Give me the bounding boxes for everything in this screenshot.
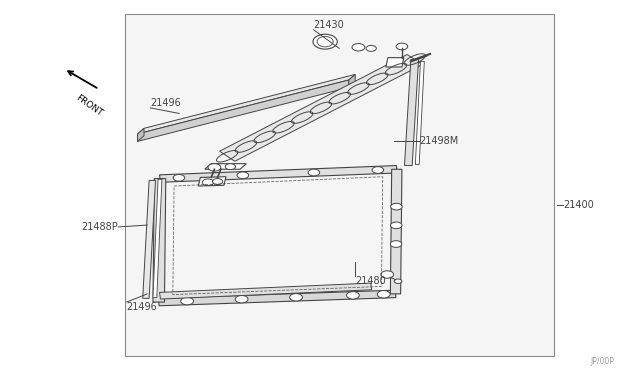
Circle shape — [308, 169, 320, 176]
Polygon shape — [390, 169, 402, 294]
Polygon shape — [138, 80, 349, 141]
Circle shape — [202, 179, 214, 186]
Text: 21498M: 21498M — [419, 137, 458, 146]
Circle shape — [378, 291, 390, 298]
Circle shape — [390, 203, 402, 210]
Polygon shape — [220, 55, 422, 161]
Text: 21496: 21496 — [127, 302, 157, 312]
Circle shape — [290, 294, 303, 301]
Text: 21496: 21496 — [150, 98, 181, 108]
Text: FRONT: FRONT — [74, 93, 104, 118]
Circle shape — [390, 241, 402, 247]
Polygon shape — [159, 283, 372, 299]
Circle shape — [225, 164, 236, 170]
Text: 21488P: 21488P — [82, 222, 118, 232]
Polygon shape — [404, 60, 419, 166]
Text: 21400: 21400 — [563, 200, 594, 209]
Circle shape — [208, 164, 221, 171]
Circle shape — [390, 222, 402, 229]
Polygon shape — [153, 179, 162, 298]
Circle shape — [209, 164, 220, 170]
Circle shape — [381, 271, 394, 278]
Polygon shape — [158, 290, 396, 306]
Bar — [125, 14, 554, 356]
Ellipse shape — [313, 34, 337, 49]
Circle shape — [173, 174, 185, 181]
Polygon shape — [205, 164, 246, 169]
Circle shape — [212, 179, 223, 185]
Circle shape — [366, 45, 376, 51]
Polygon shape — [143, 180, 156, 298]
Circle shape — [236, 295, 248, 303]
Circle shape — [237, 172, 248, 179]
Circle shape — [372, 167, 383, 173]
Circle shape — [352, 44, 365, 51]
Text: 21480: 21480 — [355, 276, 386, 286]
Text: 21430: 21430 — [314, 20, 344, 30]
Circle shape — [394, 279, 402, 283]
Text: JP/00P: JP/00P — [591, 357, 614, 366]
Polygon shape — [153, 179, 166, 302]
Circle shape — [396, 43, 408, 50]
Polygon shape — [349, 74, 355, 87]
Polygon shape — [138, 74, 355, 134]
Circle shape — [346, 292, 359, 299]
Ellipse shape — [317, 36, 333, 47]
Polygon shape — [198, 177, 226, 186]
Polygon shape — [138, 128, 144, 141]
Circle shape — [180, 297, 193, 305]
Polygon shape — [386, 58, 404, 67]
Polygon shape — [415, 61, 424, 164]
Polygon shape — [159, 166, 397, 182]
